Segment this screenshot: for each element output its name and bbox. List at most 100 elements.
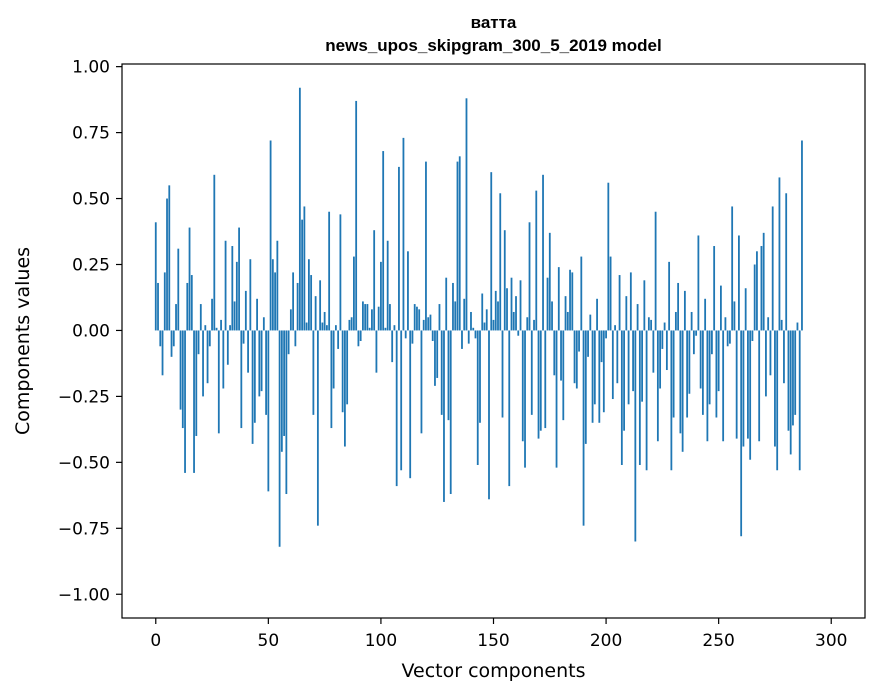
bar-92 (362, 301, 364, 331)
x-tick-label: 50 (258, 631, 280, 651)
bar-136 (461, 330, 463, 349)
bar-0 (154, 222, 157, 331)
bar-285 (796, 322, 799, 331)
bar-169 (535, 190, 538, 331)
bar-44 (253, 330, 256, 423)
bar-2 (159, 330, 162, 347)
bar-70 (312, 330, 315, 415)
bar-253 (724, 317, 727, 331)
bar-61 (292, 272, 295, 331)
bar-158 (510, 277, 513, 331)
chart-title-line1: ватта (471, 13, 517, 32)
bar-268 (758, 330, 761, 442)
bar-55 (278, 330, 281, 547)
bar-37 (238, 227, 240, 331)
bar-195 (593, 330, 596, 405)
bar-242 (699, 330, 702, 389)
bar-74 (321, 322, 324, 331)
bar-90 (357, 330, 360, 347)
bar-178 (555, 330, 558, 468)
bar-238 (690, 311, 693, 331)
bar-59 (287, 330, 290, 355)
bar-51 (269, 140, 272, 331)
bar-19 (197, 330, 200, 355)
bar-252 (722, 330, 725, 442)
bar-184 (569, 269, 571, 331)
bar-66 (303, 206, 306, 331)
bar-54 (276, 240, 279, 331)
bar-12 (181, 330, 184, 429)
bar-232 (677, 282, 680, 331)
bar-267 (756, 251, 758, 331)
bar-137 (463, 298, 466, 331)
bar-189 (580, 256, 583, 331)
bar-149 (490, 172, 493, 331)
y-tick-label: −0.50 (58, 453, 110, 473)
bar-177 (553, 330, 556, 376)
bar-226 (663, 322, 666, 331)
bar-240 (695, 330, 698, 336)
bar-138 (465, 98, 468, 331)
x-tick-label: 0 (150, 631, 161, 651)
bar-131 (449, 330, 452, 495)
bar-31 (224, 240, 227, 331)
bar-190 (582, 330, 585, 526)
bar-277 (778, 177, 781, 331)
bar-160 (515, 296, 517, 331)
bar-247 (711, 330, 713, 355)
bar-258 (735, 330, 738, 439)
bar-274 (771, 206, 774, 331)
bar-271 (765, 330, 767, 397)
bar-287 (801, 140, 803, 331)
bar-233 (679, 330, 682, 434)
bar-7 (170, 330, 173, 357)
bar-57 (283, 330, 286, 436)
bar-13 (184, 330, 186, 473)
bar-218 (645, 330, 648, 471)
bar-264 (749, 330, 752, 460)
bar-67 (305, 322, 308, 331)
bar-108 (398, 166, 400, 331)
bar-23 (206, 330, 209, 384)
bar-262 (744, 288, 747, 331)
y-tick-label: 0.25 (72, 255, 110, 275)
bar-260 (740, 330, 743, 537)
bar-88 (353, 256, 355, 331)
bar-95 (368, 327, 371, 331)
bar-127 (440, 330, 443, 415)
bar-101 (382, 151, 385, 331)
bar-72 (316, 330, 319, 526)
bar-162 (519, 280, 522, 331)
bar-263 (747, 330, 749, 439)
bar-35 (233, 301, 236, 331)
bar-225 (661, 330, 664, 349)
bar-89 (355, 100, 358, 331)
bar-104 (389, 304, 391, 331)
bar-24 (208, 330, 211, 347)
bar-41 (247, 330, 249, 373)
bar-110 (402, 137, 405, 331)
bar-259 (738, 235, 740, 331)
bar-78 (330, 330, 333, 429)
bar-172 (542, 174, 544, 331)
bar-18 (195, 330, 198, 436)
bar-143 (476, 330, 479, 465)
bar-164 (524, 330, 526, 468)
bar-75 (323, 311, 326, 331)
bar-141 (472, 327, 475, 331)
bar-223 (656, 330, 659, 442)
x-tick-label: 150 (477, 631, 509, 651)
bar-183 (566, 311, 569, 331)
bar-182 (564, 296, 567, 331)
bar-15 (188, 227, 191, 331)
bar-32 (226, 330, 229, 365)
bar-231 (674, 311, 677, 331)
bar-112 (407, 251, 409, 331)
bar-216 (641, 330, 643, 402)
bar-286 (798, 330, 801, 471)
bar-205 (616, 330, 619, 384)
bar-63 (296, 282, 299, 331)
bar-132 (452, 282, 454, 331)
bar-250 (717, 330, 720, 392)
